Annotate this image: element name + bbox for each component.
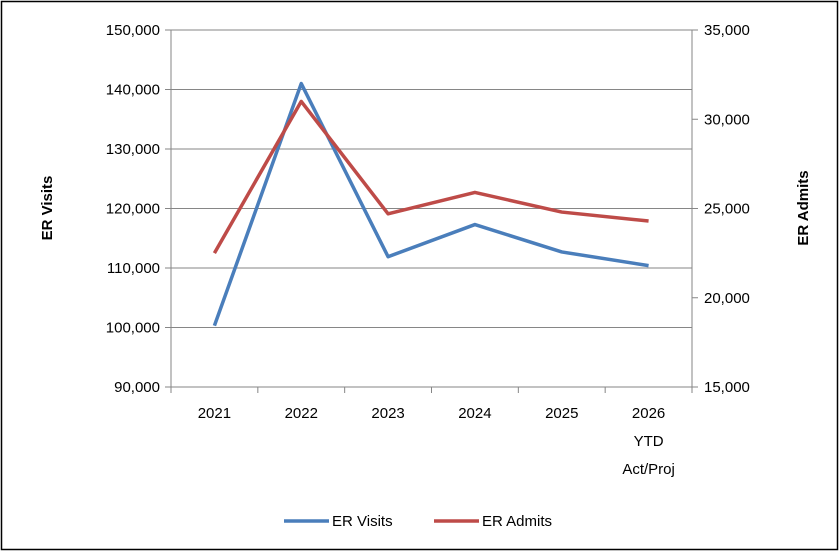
y-right-tick-label: 20,000 bbox=[704, 290, 750, 307]
x-tick-label: 2023 bbox=[371, 405, 404, 422]
legend-label-er-admits: ER Admits bbox=[482, 513, 552, 530]
y-left-tick-label: 150,000 bbox=[106, 22, 160, 39]
x-tick-label: 2021 bbox=[198, 405, 231, 422]
y-right-tick-label: 25,000 bbox=[704, 201, 750, 218]
x-tick-label: 2024 bbox=[458, 405, 491, 422]
y-left-tick-label: 130,000 bbox=[106, 141, 160, 158]
y-left-tick-label: 140,000 bbox=[106, 82, 160, 99]
y-left-tick-label: 120,000 bbox=[106, 201, 160, 218]
y-right-tick-label: 30,000 bbox=[704, 111, 750, 128]
x-tick-label: 2025 bbox=[545, 405, 578, 422]
y-axis-left-title: ER Visits bbox=[39, 176, 56, 241]
y-left-tick-label: 110,000 bbox=[107, 260, 160, 277]
legend-label-er-visits: ER Visits bbox=[332, 513, 393, 530]
y-axis-right-title: ER Admits bbox=[795, 170, 812, 245]
y-right-tick-label: 35,000 bbox=[704, 22, 750, 39]
y-left-tick-label: 100,000 bbox=[106, 320, 160, 337]
x-tick-label: 2022 bbox=[285, 405, 318, 422]
y-left-tick-label: 90,000 bbox=[114, 379, 160, 396]
y-right-tick-label: 15,000 bbox=[704, 379, 750, 396]
